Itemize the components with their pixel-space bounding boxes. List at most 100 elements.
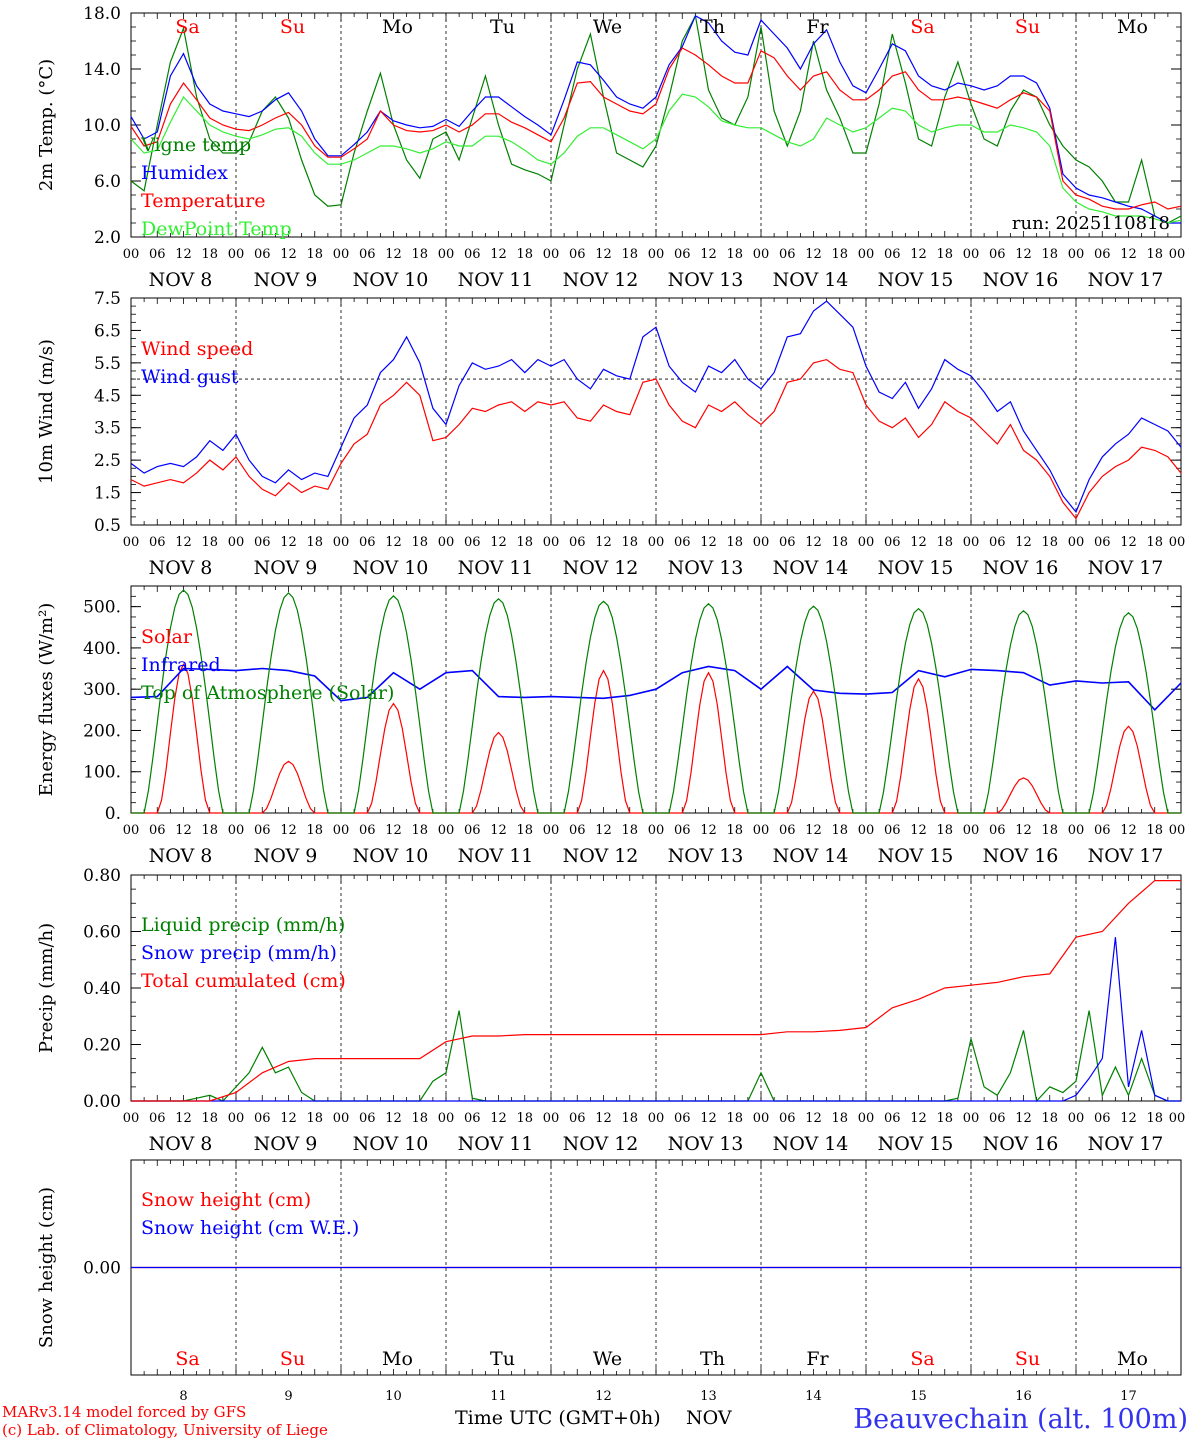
x-hour-label: 12 — [385, 1111, 402, 1126]
x-hour-label: 18 — [1146, 823, 1163, 838]
x-date-label: NOV 15 — [878, 845, 954, 867]
x-hour-label-final: 00 — [1169, 823, 1186, 838]
x-hour-label: 12 — [910, 535, 927, 550]
x-date-label: NOV 11 — [458, 557, 534, 579]
day-name: Su — [1015, 1348, 1040, 1370]
x-hour-label: 00 — [228, 823, 245, 838]
y-tick-label: 18.0 — [83, 4, 121, 24]
x-date-label: NOV 10 — [353, 269, 429, 291]
x-date-label: NOV 14 — [773, 845, 849, 867]
x-hour-label: 06 — [779, 1111, 796, 1126]
y-tick-label: 100. — [83, 763, 121, 783]
y-tick-label: 2.5 — [94, 451, 121, 471]
series-line-total-cumulated-cm- — [131, 879, 1181, 1102]
x-hour-label: 12 — [385, 535, 402, 550]
x-date-label: NOV 9 — [254, 269, 318, 291]
x-date-label: NOV 13 — [668, 269, 744, 291]
x-hour-label: 00 — [858, 247, 875, 262]
x-hour-label: 18 — [936, 1111, 953, 1126]
legend-entry: Liquid precip (mm/h) — [141, 914, 345, 936]
y-tick-label: 0.80 — [83, 866, 121, 886]
legend-entry: Snow precip (mm/h) — [141, 942, 337, 964]
x-hour-label: 00 — [543, 823, 560, 838]
y-tick-label: 0.00 — [83, 1259, 121, 1279]
credit-line-2: (c) Lab. of Climatology, University of L… — [2, 1421, 328, 1439]
x-hour-label: 06 — [149, 247, 166, 262]
y-axis-title: Snow height (cm) — [36, 1187, 57, 1348]
x-hour-label: 06 — [254, 247, 271, 262]
x-hour-label: 12 — [805, 823, 822, 838]
x-hour-label: 06 — [149, 535, 166, 550]
x-hour-label: 18 — [936, 247, 953, 262]
x-hour-label: 00 — [228, 247, 245, 262]
x-hour-label: 12 — [490, 823, 507, 838]
x-hour-label: 00 — [228, 1111, 245, 1126]
day-name: Th — [700, 1348, 725, 1370]
day-name: Mo — [382, 1348, 413, 1370]
x-hour-label: 18 — [621, 535, 638, 550]
x-hour-label: 06 — [254, 535, 271, 550]
y-tick-label: 5.5 — [94, 354, 121, 374]
x-date-label: NOV 10 — [353, 845, 429, 867]
x-date-label: NOV 8 — [149, 269, 213, 291]
y-tick-label: 0.00 — [83, 1092, 121, 1112]
x-date-label: NOV 17 — [1088, 845, 1164, 867]
x-hour-label: 06 — [779, 823, 796, 838]
x-hour-label: 18 — [831, 1111, 848, 1126]
x-date-label: NOV 17 — [1088, 557, 1164, 579]
x-hour-label: 18 — [1041, 535, 1058, 550]
day-name: Mo — [1117, 16, 1148, 38]
x-hour-label: 06 — [1094, 1111, 1111, 1126]
x-hour-label: 12 — [280, 247, 297, 262]
x-date-label: NOV 13 — [668, 557, 744, 579]
x-hour-label: 06 — [674, 535, 691, 550]
day-name: Tu — [490, 1348, 515, 1370]
x-hour-label: 06 — [989, 247, 1006, 262]
legend-entry: Temperature — [141, 190, 265, 212]
x-date-short: 16 — [1015, 1389, 1032, 1404]
x-hour-label: 12 — [910, 823, 927, 838]
x-hour-label: 18 — [201, 823, 218, 838]
x-date-short: 13 — [700, 1389, 717, 1404]
x-hour-label: 18 — [1041, 247, 1058, 262]
y-axis-title: Precip (mm/h) — [36, 923, 57, 1053]
x-hour-label: 06 — [1094, 535, 1111, 550]
x-date-short: 15 — [910, 1389, 927, 1404]
x-hour-label: 06 — [569, 823, 586, 838]
x-date-label: NOV 12 — [563, 845, 639, 867]
y-axis-title: 2m Temp. (°C) — [36, 59, 57, 191]
y-tick-label: 7.5 — [94, 289, 121, 309]
x-hour-label: 00 — [123, 823, 140, 838]
x-hour-label: 12 — [805, 1111, 822, 1126]
x-hour-label: 18 — [306, 535, 323, 550]
y-tick-label: 400. — [83, 639, 121, 659]
day-name: Fr — [806, 16, 829, 38]
x-hour-label: 18 — [936, 535, 953, 550]
x-hour-label: 18 — [1041, 823, 1058, 838]
x-hour-label: 18 — [516, 1111, 533, 1126]
legend-entry: Snow height (cm W.E.) — [141, 1217, 359, 1239]
legend-entry: Solar — [141, 626, 193, 648]
legend-entry: Humidex — [141, 162, 228, 184]
x-hour-label: 00 — [1068, 247, 1085, 262]
x-hour-label: 00 — [333, 247, 350, 262]
x-hour-label: 12 — [1120, 535, 1137, 550]
x-hour-label: 18 — [411, 247, 428, 262]
x-hour-label: 00 — [963, 1111, 980, 1126]
x-hour-label: 12 — [490, 535, 507, 550]
day-name: Mo — [1117, 1348, 1148, 1370]
x-date-label: NOV 17 — [1088, 269, 1164, 291]
series-line-humidex — [130, 14, 1181, 224]
x-hour-label: 18 — [1041, 1111, 1058, 1126]
series-line-top-of-atmosphere-solar- — [131, 589, 1181, 814]
x-hour-label: 06 — [569, 535, 586, 550]
x-date-label: NOV 11 — [458, 269, 534, 291]
x-hour-label: 00 — [1068, 1111, 1085, 1126]
x-hour-label: 06 — [1094, 823, 1111, 838]
x-hour-label: 00 — [1068, 535, 1085, 550]
x-hour-label: 18 — [201, 535, 218, 550]
x-hour-label: 06 — [359, 823, 376, 838]
day-name: Th — [700, 16, 725, 38]
x-hour-label: 18 — [726, 823, 743, 838]
x-date-label: NOV 8 — [149, 845, 213, 867]
